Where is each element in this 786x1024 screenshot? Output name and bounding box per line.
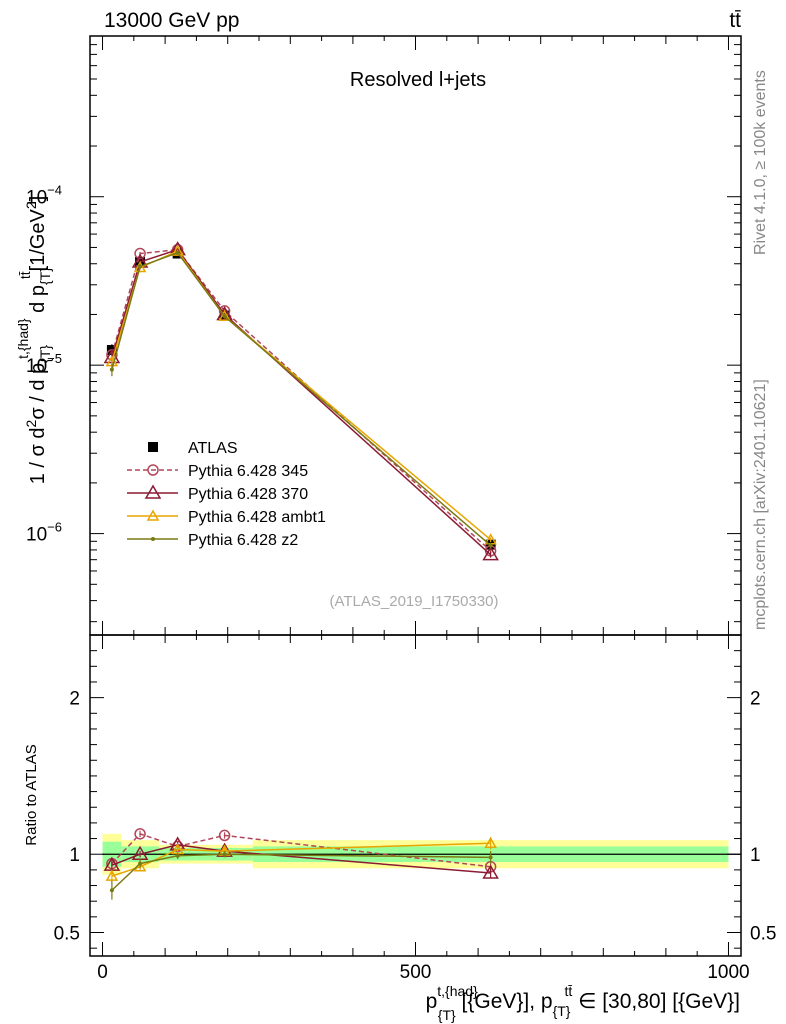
- ratio-plot-frame: [89, 634, 742, 957]
- ratio-point: [482, 864, 499, 879]
- data-point: [488, 543, 493, 548]
- svg-text:1 / σ d2σ / d p{T}t,{had} d p{: 1 / σ d2σ / d p{T}t,{had} d p{T}tt̄[1/Ge…: [15, 196, 53, 485]
- legend-label: ATLAS: [188, 440, 238, 457]
- legend-marker: [151, 537, 155, 541]
- ratio-series-pythia-6-428-ambt1: [105, 836, 497, 883]
- main-y-tick-label: 10−4: [26, 183, 62, 209]
- data-point: [134, 247, 146, 260]
- data-point: [171, 244, 184, 256]
- legend-item: Pythia 6.428 370: [127, 484, 308, 503]
- legend-label: Pythia 6.428 370: [188, 486, 308, 503]
- x-tick-label: 0: [97, 962, 108, 983]
- ratio-point: [138, 861, 143, 866]
- ratio-y-tick-label-right: 0.5: [750, 924, 776, 945]
- series-pythia-6-428-z2: [109, 250, 493, 549]
- legend-marker: [147, 464, 159, 476]
- legend-label: Pythia 6.428 z2: [188, 532, 298, 549]
- ratio-y-tick-label-right: 1: [750, 845, 761, 866]
- ratio-point: [175, 853, 180, 858]
- ratio-point: [134, 828, 146, 840]
- legend-label: Pythia 6.428 345: [188, 463, 308, 480]
- main-plot-area: 10−6 10−5 10−4: [26, 36, 741, 635]
- legend: ATLAS Pythia 6.428 345 Pythia 6.428 370 Pyt…: [127, 440, 326, 549]
- energy-label: 13000 GeV pp: [104, 9, 239, 32]
- rivet-version-label: Rivet 4.1.0, ≥ 100k events: [752, 70, 769, 255]
- x-tick-label: 1000: [707, 962, 749, 983]
- legend-label: Pythia 6.428 ambt1: [188, 509, 326, 526]
- data-point: [138, 264, 143, 269]
- ratio-y-axis-label: Ratio to ATLAS: [23, 744, 40, 845]
- main-y-tick-label: 10−6: [26, 520, 62, 546]
- data-point: [216, 305, 233, 321]
- legend-item: Pythia 6.428 z2: [127, 532, 298, 549]
- ratio-y-tick-label-left: 2: [69, 689, 80, 710]
- data-point: [175, 250, 180, 255]
- ratio-point: [218, 829, 231, 842]
- ratio-point: [222, 852, 227, 857]
- ratio-y-tick-label-left: 1: [69, 845, 80, 866]
- legend-marker: [144, 484, 162, 499]
- data-point: [222, 314, 227, 319]
- main-y-tick-label: 10−5: [26, 351, 62, 377]
- series-line: [111, 248, 492, 552]
- main-plot-title: Resolved l+jets: [350, 69, 486, 91]
- data-point: [218, 309, 231, 322]
- ratio-point: [484, 836, 497, 849]
- legend-item: ATLAS: [148, 440, 238, 457]
- x-tick-label: 500: [400, 962, 432, 983]
- legend-item: Pythia 6.428 345: [127, 463, 308, 480]
- analysis-watermark: (ATLAS_2019_I1750330): [329, 593, 498, 610]
- ratio-y-tick-label-left: 0.5: [54, 924, 80, 945]
- legend-marker: [146, 509, 160, 521]
- svg-text:pt,{had}{T} [{GeV}], p{T}tt̄ ∈: pt,{had} {T} [{GeV}], p{T}tt̄ ∈ [30,80] […: [426, 983, 740, 1023]
- legend-item: Pythia 6.428 ambt1: [127, 509, 326, 526]
- ratio-point: [488, 855, 493, 860]
- ratio-series-pythia-6-428-z2: [109, 851, 493, 900]
- process-label: tt̄: [729, 9, 741, 32]
- main-y-axis-label: 1 / σ d2σ / d p{T}t,{had} d p{T}tt̄[1/Ge…: [15, 196, 53, 485]
- ratio-plot-area: 0.5 0.5 1 1 2 2 0 500 1000: [54, 634, 776, 983]
- legend-marker: [148, 442, 158, 452]
- data-point: [109, 367, 114, 372]
- ratio-y-tick-label-right: 2: [750, 689, 761, 710]
- ratio-point: [105, 869, 119, 881]
- mcplots-label: mcplots.cern.ch [arXiv:2401.10621]: [752, 379, 769, 630]
- series-atlas: [106, 248, 496, 550]
- data-point: [482, 546, 499, 561]
- ratio-point: [109, 888, 114, 893]
- x-axis-label: pt,{had} {T} [{GeV}], p{T}tt̄ ∈ [30,80] […: [426, 983, 740, 1023]
- data-point: [133, 260, 147, 273]
